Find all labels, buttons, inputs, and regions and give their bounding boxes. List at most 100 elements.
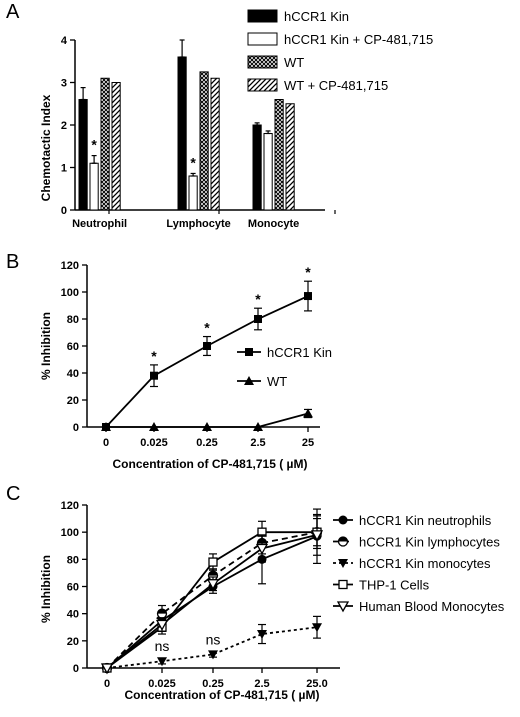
panel-c-point-hccr1-kin-lymphocytes bbox=[156, 608, 168, 619]
bar-wt-neutrophil bbox=[100, 77, 110, 211]
panel-b-point-wt bbox=[253, 422, 263, 431]
error-bar-hccr1-kin-lymphocyte bbox=[179, 39, 185, 58]
panel-b-legend-label-hccr1-kin: hCCR1 Kin bbox=[267, 345, 332, 360]
panel-c-x-tick-label: 0.25 bbox=[202, 678, 223, 690]
panel-c-legend-label-hccr1-kin-monocytes: hCCR1 Kin monocytes bbox=[359, 556, 491, 571]
panel-b-significance-mark: * bbox=[151, 348, 157, 364]
panel-c-point-human-blood-monocytes bbox=[155, 619, 169, 631]
panel-c-legend-marker-hccr1-kin-lymphocytes bbox=[337, 536, 349, 547]
panel-b-significance-mark: * bbox=[305, 264, 311, 280]
bar-hccr1-kin-neutrophil bbox=[78, 99, 88, 211]
panel-b-x-axis-label: Concentration of CP-481,715 ( µM) bbox=[113, 457, 308, 471]
bar-wt-cp-481-715-neutrophil bbox=[111, 82, 121, 211]
panel-b-significance-mark: * bbox=[255, 291, 261, 307]
panel-letter-b: B bbox=[6, 251, 19, 273]
panel-a-bar-chart: Chemotactic Index 0 1 2 3 4 Neutrophil Lymphoc… bbox=[39, 9, 433, 230]
bar-hccr1-kin-cp-481-715-monocyte bbox=[263, 133, 273, 211]
panel-b-point-wt bbox=[202, 422, 212, 431]
bar-wt-cp-481-715-monocyte bbox=[285, 103, 295, 211]
error-bar-hccr1-kin-monocyte bbox=[254, 122, 260, 126]
bar-hccr1-kin-lymphocyte bbox=[177, 56, 187, 211]
panel-c-line-hccr1-kin-lymphocytes bbox=[106, 531, 318, 669]
panel-c-y-tick-label: 40 bbox=[67, 609, 79, 621]
panel-c-ns-label: ns bbox=[155, 638, 170, 654]
panel-c-point-human-blood-monocytes bbox=[255, 543, 269, 555]
panel-b-point-hccr1-kin bbox=[304, 292, 312, 301]
panel-c-y-tick-label: 20 bbox=[67, 636, 79, 648]
panel-c-point-hccr1-kin-monocytes bbox=[208, 650, 218, 660]
panel-b-series-wt bbox=[101, 408, 313, 431]
panel-c-y-tick-label: 80 bbox=[67, 554, 79, 566]
bar-wt-monocyte bbox=[274, 99, 284, 211]
panel-c-x-tick-label: 2.5 bbox=[254, 678, 269, 690]
panel-c-line-hccr1-kin-monocytes bbox=[106, 626, 318, 669]
panel-b-legend: hCCR1 Kin WT bbox=[237, 345, 332, 389]
panel-b-point-wt bbox=[149, 422, 159, 431]
panel-b-legend-marker-hccr1-kin bbox=[245, 348, 253, 356]
panel-a-y-tick-label: 2 bbox=[61, 120, 67, 132]
panel-b-x-tick-label: 0.25 bbox=[196, 437, 217, 449]
panel-a-y-tick-label: 3 bbox=[61, 78, 67, 90]
panel-c-y-tick-label: 120 bbox=[61, 500, 79, 512]
panel-c-point-hccr1-kin-monocytes bbox=[312, 623, 322, 633]
panel-c-line-human-blood-monocytes bbox=[106, 534, 318, 669]
panel-c-line-thp-1-cells bbox=[106, 531, 317, 669]
panel-b-x-tick-label: 2.5 bbox=[250, 437, 265, 449]
panel-a-y-tick-label: 0 bbox=[61, 205, 67, 217]
panel-c-y-tick-label: 0 bbox=[73, 663, 79, 675]
panel-b-point-hccr1-kin bbox=[254, 315, 262, 323]
panel-c-legend-label-hccr1-kin-lymphocytes: hCCR1 Kin lymphocytes bbox=[359, 535, 500, 550]
panel-a-legend: hCCR1 Kin hCCR1 Kin + CP-481,715 WT WT + CP… bbox=[247, 9, 433, 93]
panel-b-point-wt bbox=[101, 422, 111, 431]
bar-hccr1-kin-cp-481-715-lymphocyte bbox=[188, 175, 198, 211]
panel-c-point-hccr1-kin-monocytes bbox=[157, 657, 167, 667]
panel-b-y-tick-label: 0 bbox=[73, 422, 79, 434]
legend-label-wt: WT bbox=[284, 55, 304, 70]
panel-a-y-tick-label: 1 bbox=[61, 163, 67, 175]
error-bar-hccr1-kin-cp-481-715-neutrophil bbox=[91, 155, 97, 164]
bar-hccr1-kin-cp-481-715-neutrophil bbox=[89, 162, 99, 211]
panel-c-legend-marker-human-blood-monocytes bbox=[336, 601, 350, 613]
error-bar-hccr1-kin-neutrophil bbox=[80, 86, 86, 101]
legend-swatch-wt-cp-481-715 bbox=[247, 78, 278, 92]
panel-b-legend-marker-wt bbox=[244, 376, 254, 385]
panel-b-y-axis-label: % Inhibition bbox=[39, 312, 53, 380]
panel-a-x-tick-label: Monocyte bbox=[248, 218, 299, 230]
panel-b-y-tick-label: 80 bbox=[67, 314, 79, 326]
panel-c-point-human-blood-monocytes bbox=[206, 579, 220, 591]
legend-label-wt-cp-481-715: WT + CP-481,715 bbox=[284, 78, 388, 93]
bar-wt-cp-481-715-lymphocyte bbox=[210, 77, 220, 211]
panel-b-point-hccr1-kin bbox=[203, 342, 211, 350]
panel-c-line-chart: % Inhibition Concentration of CP-481,715… bbox=[39, 500, 505, 702]
panel-a-x-tick-label: Neutrophil bbox=[72, 218, 127, 230]
panel-c-legend-label-human-blood-monocytes: Human Blood Monocytes bbox=[359, 599, 505, 614]
panel-c-legend-marker-thp-1-cells bbox=[338, 579, 348, 590]
panel-a-x-tick-label: Lymphocyte bbox=[166, 218, 230, 230]
panel-c-legend-marker-hccr1-kin-neutrophils bbox=[338, 515, 348, 525]
panel-b-line-hccr1-kin bbox=[105, 295, 309, 428]
panel-c-y-axis-label: % Inhibition bbox=[39, 555, 53, 623]
panel-b-y-tick-label: 60 bbox=[67, 341, 79, 353]
legend-label-hccr1-kin-cp-481-715: hCCR1 Kin + CP-481,715 bbox=[284, 32, 433, 47]
panel-c-legend-label-hccr1-kin-neutrophils: hCCR1 Kin neutrophils bbox=[359, 513, 492, 528]
panel-b-series-hccr1-kin bbox=[102, 280, 312, 431]
panel-b-y-tick-label: 20 bbox=[67, 395, 79, 407]
legend-label-hccr1-kin: hCCR1 Kin bbox=[284, 9, 349, 24]
panel-b-y-tick-label: 40 bbox=[67, 368, 79, 380]
panel-letter-a: A bbox=[6, 1, 20, 23]
panel-b-point-hccr1-kin bbox=[150, 371, 158, 380]
panel-c-x-tick-label: 25.0 bbox=[306, 678, 327, 690]
panel-b-y-tick-label: 120 bbox=[61, 260, 79, 272]
legend-swatch-hccr1-kin bbox=[247, 9, 278, 23]
panel-c-point-hccr1-kin-lymphocytes bbox=[207, 570, 219, 581]
panel-c-series-thp-1-cells bbox=[102, 515, 322, 673]
panel-a-significance-mark: * bbox=[190, 154, 196, 170]
panel-c-ns-label: ns bbox=[206, 631, 221, 647]
bar-hccr1-kin-monocyte bbox=[252, 124, 262, 211]
panel-c-legend-marker-hccr1-kin-monocytes bbox=[338, 559, 348, 568]
panel-c-point-human-blood-monocytes bbox=[100, 663, 114, 675]
panel-c-point-thp-1-cells bbox=[208, 557, 218, 567]
panel-b-y-tick-label: 100 bbox=[61, 287, 79, 299]
panel-b-significance-mark: * bbox=[204, 320, 210, 336]
